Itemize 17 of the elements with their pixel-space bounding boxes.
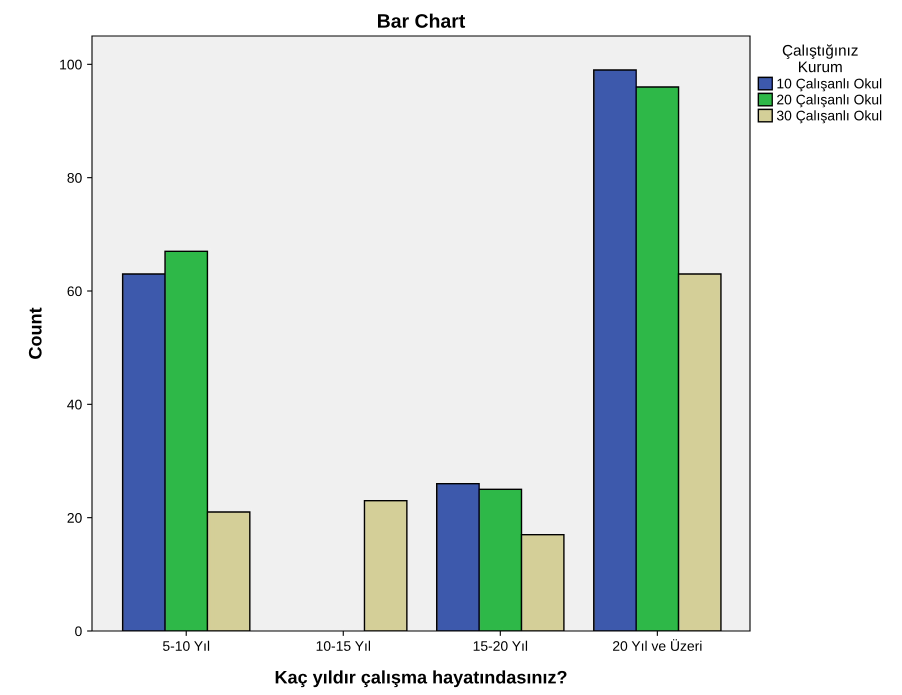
y-axis-title: Count (28, 308, 42, 359)
y-tick-label: 100 (60, 60, 82, 70)
legend-label: 20 Çalışanlı Okul (777, 94, 882, 108)
legend-label: 30 Çalışanlı Okul (776, 110, 882, 124)
x-axis-title: Kaç yıldır çalışma hayatındasınız? (276, 670, 566, 688)
x-tick-label: 10-15 Yıl (316, 640, 370, 651)
y-tick-label: 80 (67, 173, 82, 183)
y-tick-label: 0 (75, 626, 82, 636)
legend-title: Çalıştığınız Kurum (782, 44, 858, 72)
y-tick-label: 20 (68, 513, 82, 523)
x-tick-label: 5-10 Yıl (162, 640, 210, 651)
y-tick-label: 40 (67, 400, 82, 410)
chart-title: Bar Chart (378, 14, 466, 28)
x-tick-label: 20 Yıl ve Üzeri (613, 639, 702, 651)
y-tick-label: 60 (68, 286, 82, 296)
legend-label: 10 Çalışanlı Okul (777, 78, 882, 92)
x-tick-label: 15-20 Yıl (474, 640, 528, 651)
